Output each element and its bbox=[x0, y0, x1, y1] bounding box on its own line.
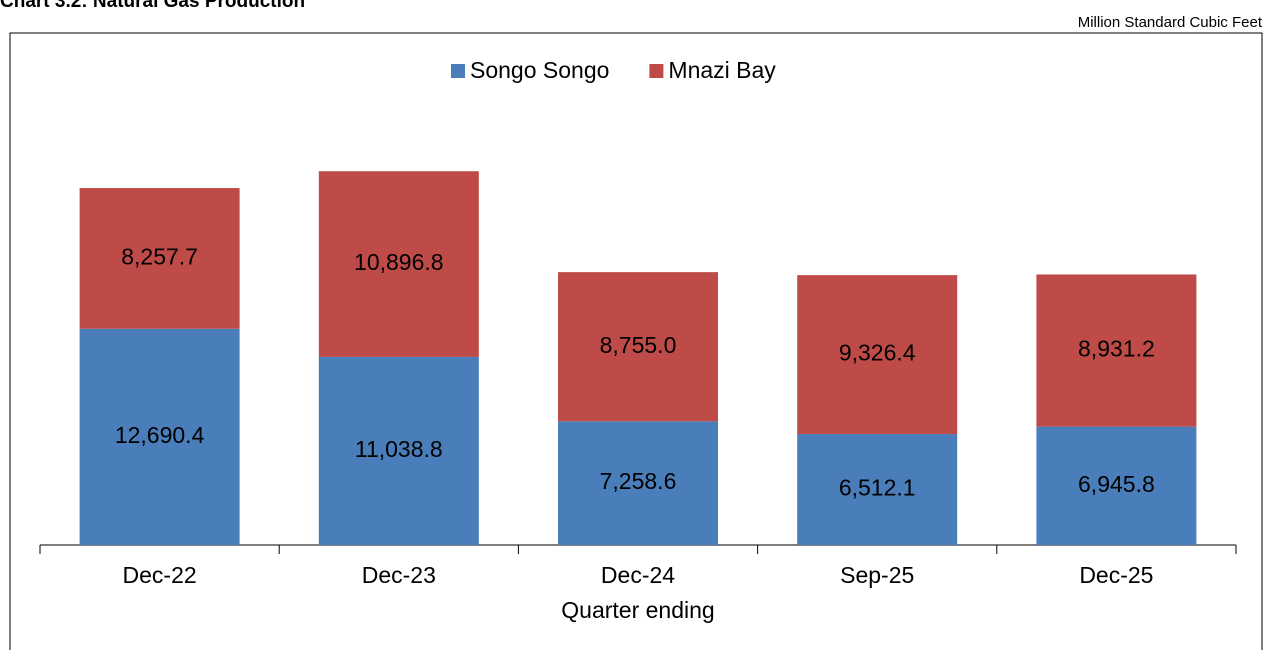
value-label: 9,326.4 bbox=[839, 340, 916, 366]
value-label: 10,896.8 bbox=[354, 249, 444, 275]
value-label: 12,690.4 bbox=[115, 422, 205, 448]
value-label: 6,512.1 bbox=[839, 475, 916, 501]
bar-segment bbox=[79, 188, 240, 329]
x-tick-label: Dec-23 bbox=[362, 562, 436, 588]
x-tick-label: Dec-22 bbox=[123, 562, 197, 588]
x-axis-title: Quarter ending bbox=[561, 597, 714, 623]
value-label: 11,038.8 bbox=[355, 436, 443, 462]
value-label: 6,945.8 bbox=[1078, 471, 1155, 497]
legend-swatch bbox=[649, 64, 664, 78]
x-tick-label: Dec-25 bbox=[1079, 562, 1153, 588]
value-label: 7,258.6 bbox=[600, 468, 677, 494]
bar-segment bbox=[79, 328, 240, 545]
bar-segment bbox=[318, 356, 479, 545]
bar-segment bbox=[797, 434, 958, 545]
plot-frame bbox=[9, 32, 1263, 650]
legend-swatch bbox=[451, 64, 465, 78]
value-label: 8,755.0 bbox=[600, 332, 677, 358]
legend-label: Songo Songo bbox=[470, 57, 609, 83]
bar-segment bbox=[1036, 274, 1197, 427]
x-tick-label: Dec-24 bbox=[601, 562, 675, 588]
value-label: 8,257.7 bbox=[121, 243, 198, 269]
bar-segment bbox=[318, 171, 479, 357]
chart-title: Chart 3.2: Natural Gas Production bbox=[0, 0, 305, 12]
bar-segment bbox=[797, 275, 958, 435]
bar-segment bbox=[1036, 426, 1197, 545]
x-tick-label: Sep-25 bbox=[840, 562, 914, 588]
unit-label: Million Standard Cubic Feet bbox=[1078, 14, 1263, 31]
legend-label: Mnazi Bay bbox=[668, 57, 776, 83]
bar-segment bbox=[558, 421, 718, 545]
value-label: 8,931.2 bbox=[1078, 336, 1155, 362]
bar-segment bbox=[558, 272, 718, 422]
